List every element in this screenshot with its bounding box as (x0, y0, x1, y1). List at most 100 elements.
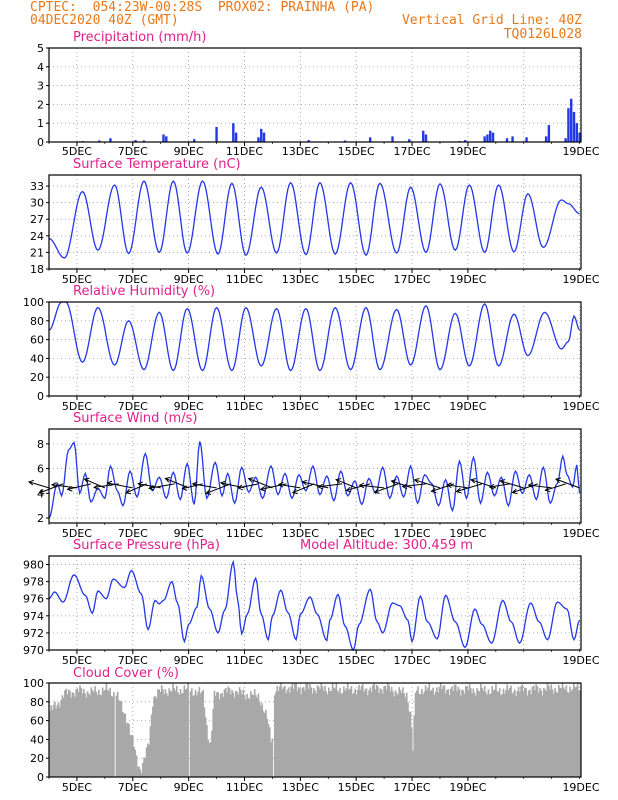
cloud-bar (364, 689, 367, 777)
cloud-bar (478, 691, 481, 777)
panel-6-frame (48, 682, 582, 778)
cloud-bar (157, 689, 159, 777)
cloud-bar (576, 683, 579, 777)
wind-vector-head (50, 482, 57, 488)
panel-4-xtick-label: 17DEC (393, 527, 430, 540)
cloud-bar (439, 683, 442, 777)
cloud-bar (486, 694, 488, 777)
cloud-bar (243, 695, 246, 777)
panel-4-xtick-label: 11DEC (226, 527, 263, 540)
cloud-bar (77, 691, 80, 777)
cloud-bar (292, 688, 295, 777)
cloud-bar (138, 766, 140, 777)
wind-vector-head (247, 477, 254, 483)
cloud-bar (189, 691, 192, 777)
cloud-bar (212, 708, 215, 777)
cloud-bar (134, 749, 137, 777)
cloud-bar (353, 692, 355, 777)
panel-1-xtick-label: 13DEC (282, 145, 319, 158)
panel-5-xtick-label: 15DEC (338, 654, 375, 667)
cloud-bar (550, 684, 553, 777)
cloud-bar (536, 686, 539, 777)
cloud-bar (99, 694, 101, 777)
cloud-bar (54, 701, 56, 777)
wind-vector-head (38, 488, 45, 495)
panel-3-ytick-label: 40 (30, 352, 44, 365)
cloud-bar (80, 687, 83, 777)
cloud-bar (570, 691, 573, 777)
panel-6-xtick-label: 11DEC (226, 781, 263, 794)
cloud-bar (286, 689, 289, 777)
cloud-bar (468, 684, 471, 777)
cloud-bar (568, 692, 570, 777)
cloud-bar (109, 687, 111, 777)
cloud-bar (394, 690, 397, 777)
cloud-bar (327, 687, 330, 777)
cloud-bar (128, 723, 130, 777)
cloud-bar (575, 686, 578, 777)
panel-4-xtick-label: 19DEC (562, 527, 599, 540)
cloud-bar (258, 701, 261, 777)
panel-4-ytick-label: 8 (37, 438, 44, 451)
wind-vector-head (373, 488, 380, 494)
wind-vector (149, 483, 175, 489)
cloud-bar (463, 693, 466, 777)
cloud-bar (314, 690, 316, 777)
panel-3-xtick-label: 7DEC (118, 400, 148, 413)
wind-vector-head (470, 478, 477, 484)
cloud-bar (404, 697, 407, 777)
precip-bar (260, 128, 263, 142)
cloud-bar (89, 695, 91, 777)
cloud-bar (492, 690, 495, 777)
cloud-bar (464, 685, 467, 777)
cloud-bar (477, 690, 480, 777)
cloud-bar (557, 684, 560, 777)
cloud-bar (66, 694, 69, 777)
panel-3-ytick-label: 0 (37, 390, 44, 403)
wind-vector-head (499, 479, 506, 485)
wind-vector (374, 483, 399, 493)
cloud-bar (79, 685, 81, 777)
cloud-bar (160, 685, 163, 777)
wind-vector-head (345, 486, 352, 493)
wind-vector-head (527, 482, 534, 489)
cloud-bar (555, 691, 558, 777)
cloud-bar (271, 738, 274, 777)
cloud-bar (341, 692, 344, 777)
cloud-bar (392, 691, 394, 777)
cloud-bar (130, 734, 133, 777)
cloud-bar (111, 696, 114, 777)
cloud-bar (290, 686, 292, 777)
cloud-bar (197, 691, 199, 777)
cloud-bar (139, 769, 142, 777)
cloud-bar (284, 685, 286, 777)
cloud-bar (365, 688, 368, 777)
cloud-bar (72, 692, 75, 777)
cloud-bar (378, 693, 380, 777)
panel-5-ytick-label: 970 (23, 644, 44, 657)
panel-4-xtick-label: 7DEC (118, 527, 148, 540)
cloud-bar (285, 693, 287, 777)
cloud-bar (388, 685, 390, 777)
wind-vector-head (125, 488, 132, 495)
cloud-bar (500, 695, 502, 777)
cloud-bar (431, 690, 433, 777)
cloud-bar (144, 758, 147, 777)
cloud-bar (453, 684, 456, 777)
cloud-bar (198, 687, 201, 777)
precip-bar (489, 130, 492, 142)
precip-bar (525, 137, 528, 142)
cloud-bar (442, 685, 445, 777)
cloud-bar (383, 686, 385, 777)
wind-vector-head (83, 477, 90, 484)
wind-vector-head (259, 485, 266, 492)
cloud-bar (540, 690, 543, 777)
panel-4-ytick-label: 4 (37, 487, 44, 500)
wind-vector-head (219, 480, 226, 487)
panel-5-ytick-label: 980 (23, 559, 44, 572)
precip-bar (232, 123, 235, 142)
cloud-bar (185, 688, 188, 777)
wind-vector (205, 483, 231, 494)
cloud-bar (473, 692, 476, 777)
cloud-bar (100, 695, 103, 777)
